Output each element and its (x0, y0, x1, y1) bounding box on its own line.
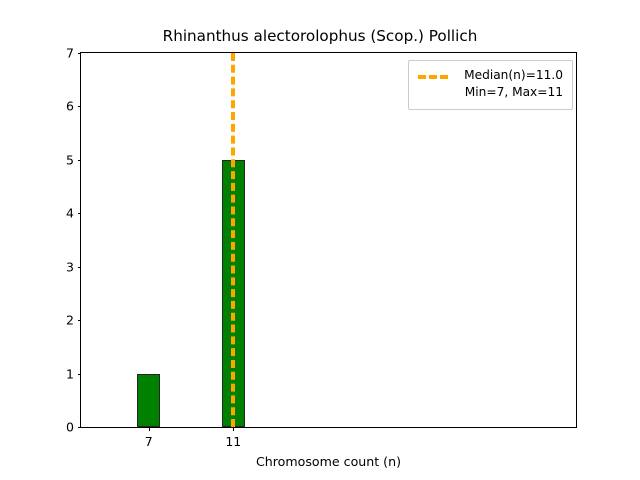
median-reference-line (231, 53, 236, 427)
y-tick-mark (77, 320, 81, 322)
y-tick-mark (77, 106, 81, 108)
y-tick-mark (77, 373, 81, 375)
plot-inner (81, 53, 576, 427)
y-tick-mark (77, 159, 81, 161)
x-tick-mark (148, 427, 150, 431)
legend-minmax-label: Min=7, Max=11 (464, 85, 563, 100)
plot-area: 0 1 2 3 4 5 6 7 7 11 (66, 46, 577, 449)
y-tick-mark (77, 427, 81, 428)
x-tick-mark (233, 427, 235, 431)
y-tick-label: 2 (66, 312, 74, 328)
x-axis-label: Chromosome count (n) (256, 454, 401, 469)
chart-title: Rhinanthus alectorolophus (Scop.) Pollic… (162, 27, 478, 45)
y-tick-label: 4 (66, 205, 74, 221)
y-tick-mark (77, 213, 81, 215)
x-tick-label: 7 (144, 434, 153, 449)
y-tick-label: 3 (66, 259, 74, 275)
x-tick-label: 11 (225, 434, 242, 449)
bar (137, 373, 161, 427)
y-tick-mark (77, 53, 81, 54)
y-tick-label: 1 (66, 366, 74, 382)
legend-median-line-swatch (418, 75, 448, 79)
y-tick-mark (77, 266, 81, 268)
y-tick-label: 7 (66, 45, 74, 61)
y-tick-label: 6 (66, 98, 74, 114)
y-tick-label: 5 (66, 152, 74, 168)
legend-median-label: Median(n)=11.0 (464, 68, 563, 82)
legend-label-group: Median(n)=11.0 Min=7, Max=11 (456, 67, 563, 102)
y-tick-label: 0 (66, 419, 74, 435)
chart-legend: Median(n)=11.0 Min=7, Max=11 (408, 60, 573, 110)
